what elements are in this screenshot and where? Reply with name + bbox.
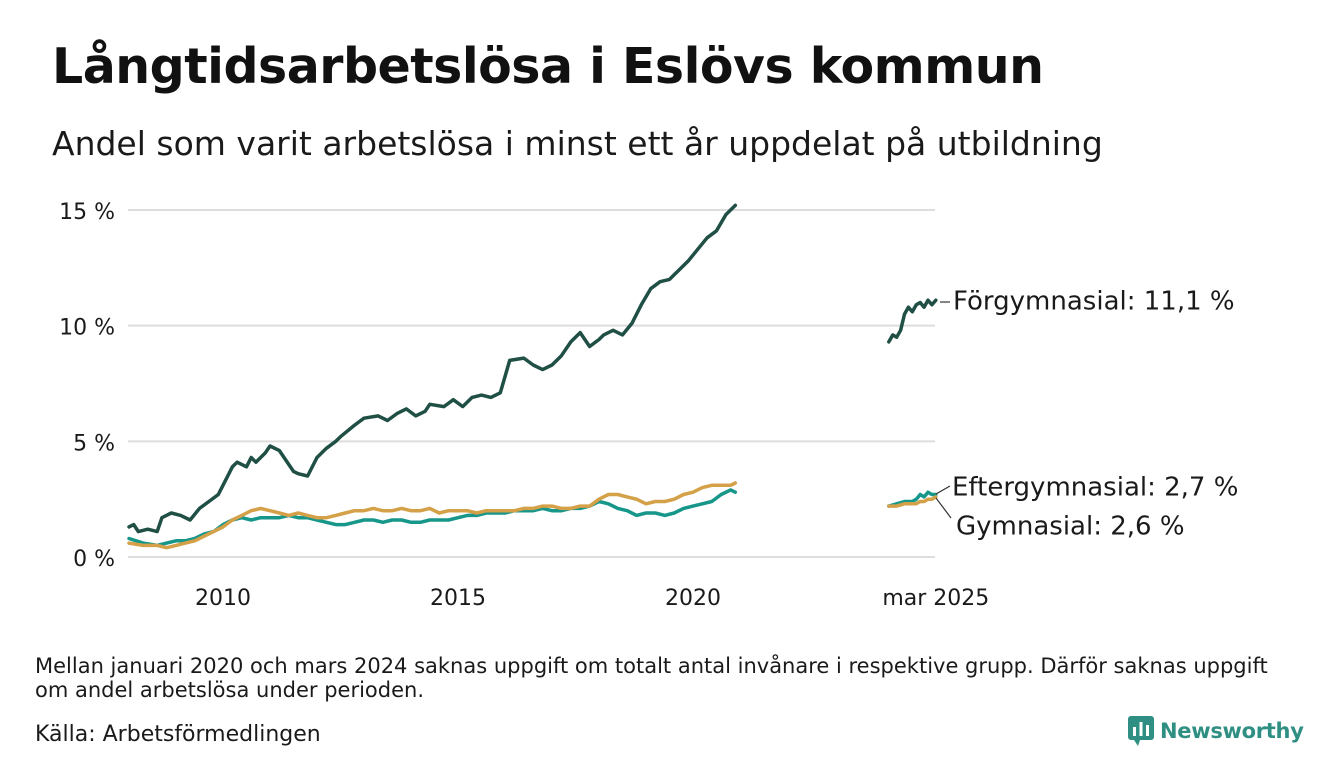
- line-chart: 0 % 5 % 10 % 15 % 2010 2015 2020 mar 2025 Förg…: [59, 200, 1238, 611]
- grid-lines: [128, 209, 935, 558]
- newsworthy-logo-icon: [1128, 716, 1154, 746]
- source-credit: Källa: Arbetsförmedlingen: [35, 722, 321, 747]
- label-leader-line: [935, 485, 951, 495]
- series-line-förgymnasial: [127, 203, 738, 534]
- x-tick-label: 2015: [430, 586, 486, 611]
- x-tick-label: mar 2025: [882, 586, 989, 611]
- series-labels: Förgymnasial: 11,1 % Eftergymnasial: 2,7 …: [935, 287, 1238, 542]
- label-leader-line: [935, 497, 952, 519]
- series-end-label: Förgymnasial: 11,1 %: [953, 287, 1235, 317]
- newsworthy-logo-text: Newsworthy: [1160, 719, 1304, 743]
- newsworthy-logo[interactable]: Newsworthy: [1128, 716, 1304, 746]
- y-tick-label: 5 %: [73, 431, 115, 456]
- x-tick-label: 2020: [665, 586, 721, 611]
- x-axis-ticks: 2010 2015 2020 mar 2025: [195, 586, 989, 611]
- y-axis-ticks: 0 % 5 % 10 % 15 %: [59, 200, 115, 572]
- footnote: Mellan januari 2020 och mars 2024 saknas…: [35, 654, 1268, 702]
- chart-title: Långtidsarbetslösa i Eslövs kommun: [52, 38, 1044, 95]
- chart-subtitle: Andel som varit arbetslösa i minst ett å…: [52, 124, 1103, 163]
- series-line-gymnasial: [887, 495, 938, 508]
- x-tick-label: 2010: [195, 586, 251, 611]
- series-line-eftergymnasial: [127, 488, 738, 548]
- series-line-eftergymnasial: [887, 490, 938, 508]
- series-end-label: Eftergymnasial: 2,7 %: [952, 473, 1238, 503]
- series-end-label: Gymnasial: 2,6 %: [956, 512, 1185, 542]
- series-lines: [127, 203, 938, 550]
- y-tick-label: 15 %: [59, 200, 115, 225]
- series-line-gymnasial: [127, 481, 738, 550]
- y-tick-label: 10 %: [59, 316, 115, 341]
- series-line-förgymnasial: [887, 298, 938, 344]
- y-tick-label: 0 %: [73, 547, 115, 572]
